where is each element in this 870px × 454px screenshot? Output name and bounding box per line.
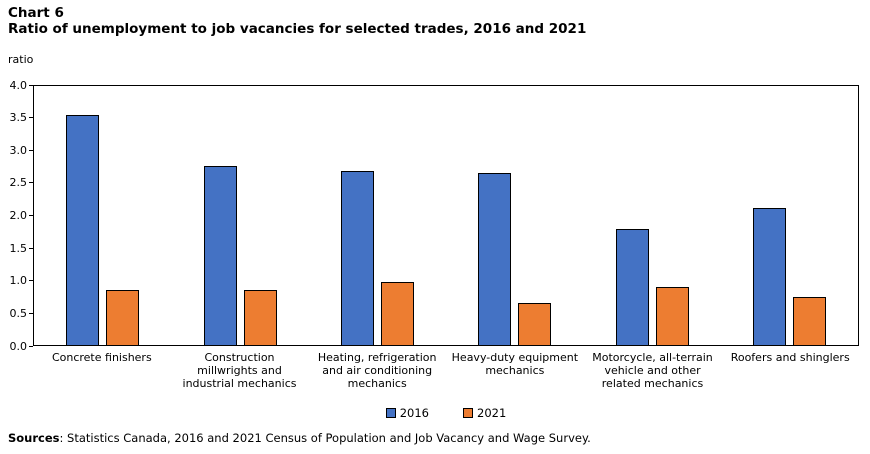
y-axis-unit-label: ratio [8,53,34,66]
y-tick-mark-1.0 [29,280,33,282]
y-tick-mark-4.0 [29,84,33,86]
bar-2021-category-1 [243,290,277,345]
legend-label-2021: 2021 [477,406,507,420]
legend-swatch-2021 [463,408,473,418]
plot-area [33,85,859,346]
chart-title: Ratio of unemployment to job vacancies f… [8,21,587,37]
bar-2021-category-3 [518,302,552,345]
y-tick-mark-0.0 [29,345,33,347]
y-tick-label-2.0: 2.0 [9,209,28,222]
y-tick-label-0.0: 0.0 [9,339,28,353]
x-axis-label-4: Motorcycle, all-terrain vehicle and othe… [592,351,713,390]
x-axis-label-0: Concrete finishers [51,351,152,364]
y-tick-label-2.5: 2.5 [9,176,28,190]
y-tick-mark-1.5 [29,247,33,249]
bar-2016-category-5 [752,207,786,345]
y-tick-label-0.5: 0.5 [9,306,28,320]
bar-2016-category-3 [478,172,512,345]
legend: 2016 2021 [33,406,859,420]
legend-swatch-2016 [385,408,396,418]
sources-label: Sources [8,431,60,445]
bar-2016-category-1 [203,165,237,345]
sources-note: Sources: Statistics Canada, 2016 and 202… [8,431,591,445]
y-tick-label-4.0: 4.0 [9,78,28,92]
legend-item-2021: 2021 [463,406,506,420]
sources-text: : Statistics Canada, 2016 and 2021 Censu… [59,431,591,445]
bar-2021-category-0 [106,290,140,345]
y-tick-label-1.0: 1.0 [9,274,28,288]
bar-2016-category-2 [340,170,374,345]
y-tick-mark-2.5 [29,182,33,184]
y-tick-label-3.5: 3.5 [9,111,28,125]
bar-2021-category-4 [655,286,689,345]
y-tick-mark-0.5 [29,312,33,314]
chart-number: Chart 6 [8,5,64,21]
y-tick-mark-3.5 [29,117,33,119]
bar-2016-category-0 [66,115,100,345]
y-tick-label-1.5: 1.5 [9,241,28,255]
bar-2016-category-4 [615,229,649,345]
x-axis-label-5: Roofers and shinglers [730,351,850,364]
y-tick-label-3.0: 3.0 [9,143,28,157]
x-axis-labels: Concrete finishers Construction millwrigh… [33,351,859,390]
bar-2021-category-2 [380,281,414,345]
x-axis-label-1: Construction millwrights and industrial … [182,351,297,390]
legend-item-2016: 2016 [385,406,429,420]
y-tick-mark-3.0 [29,149,33,151]
x-axis-label-3: Heavy-duty equipment mechanics [451,351,579,377]
legend-label-2016: 2016 [399,406,429,420]
x-axis-label-2: Heating, refrigeration and air condition… [317,351,437,390]
bar-2021-category-5 [792,297,826,345]
y-tick-mark-2.0 [29,215,33,216]
